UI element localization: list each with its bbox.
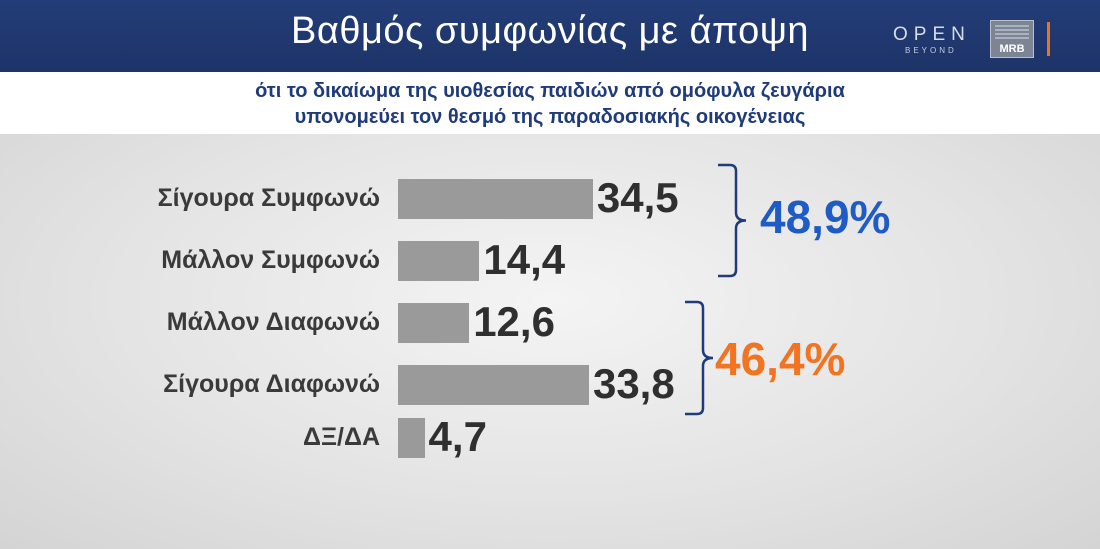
header-bar: Βαθμός συμφωνίας με άποψη OPEN BEYOND MR… [0, 0, 1100, 72]
category-label: Σίγουρα Διαφωνώ [163, 370, 380, 398]
orange-divider [1047, 22, 1050, 56]
value-label: 14,4 [483, 236, 566, 283]
group-brace [685, 300, 714, 416]
open-beyond-logo: BEYOND [905, 46, 957, 55]
bar [398, 179, 593, 219]
mrb-logo: MRB [990, 20, 1034, 58]
mrb-logo-lines [995, 25, 1029, 39]
value-label: 33,8 [592, 360, 675, 407]
page-title: Βαθμός συμφωνίας με άποψη [291, 10, 809, 52]
category-label: Μάλλον Διαφωνώ [166, 308, 380, 336]
group-brace [718, 163, 747, 278]
value-label: 34,5 [596, 174, 679, 221]
group-total-label: 48,9% [760, 191, 891, 243]
subtitle-line-2: υπονομεύει τον θεσμό της παραδοσιακής οι… [294, 106, 806, 128]
bar [398, 365, 589, 405]
value-label: 12,6 [473, 298, 555, 345]
value-label: 4,7 [428, 413, 487, 460]
bar [398, 241, 480, 281]
bar [398, 303, 470, 343]
category-label: Μάλλον Συμφωνώ [161, 246, 380, 274]
mrb-logo-text: MRB [999, 43, 1025, 55]
group-total-label: 46,4% [715, 333, 846, 385]
open-logo: OPEN [893, 24, 971, 45]
subtitle-line-1: ότι το δικαίωμα της υιοθεσίας παιδιών απ… [255, 80, 845, 102]
subtitle: ότι το δικαίωμα της υιοθεσίας παιδιών απ… [0, 78, 1100, 130]
bar [398, 418, 425, 458]
category-label: ΔΞ/ΔΑ [302, 423, 380, 451]
category-label: Σίγουρα Συμφωνώ [157, 184, 380, 212]
subtitle-box: ότι το δικαίωμα της υιοθεσίας παιδιών απ… [0, 72, 1100, 134]
